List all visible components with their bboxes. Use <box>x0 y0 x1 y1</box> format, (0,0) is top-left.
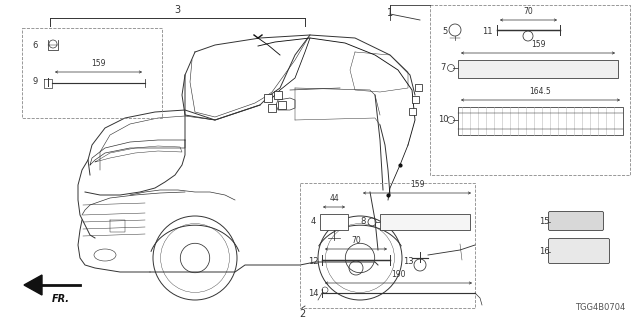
Text: 9: 9 <box>33 77 38 86</box>
Bar <box>268 104 276 112</box>
Bar <box>22 28 162 118</box>
Text: 44: 44 <box>329 194 339 203</box>
Bar <box>458 60 618 78</box>
Text: 159: 159 <box>531 40 545 49</box>
Text: 164.5: 164.5 <box>530 87 552 96</box>
Text: 10: 10 <box>438 116 448 124</box>
Text: TGG4B0704: TGG4B0704 <box>575 303 625 312</box>
Text: 8: 8 <box>360 218 365 227</box>
Text: 15: 15 <box>539 218 549 227</box>
Text: 159: 159 <box>92 59 106 68</box>
FancyBboxPatch shape <box>548 238 609 263</box>
Bar <box>380 214 470 230</box>
Text: 12: 12 <box>308 258 318 267</box>
Bar <box>458 107 623 135</box>
Text: 4: 4 <box>310 218 316 227</box>
Text: 16: 16 <box>539 247 549 257</box>
Text: 1: 1 <box>387 8 393 18</box>
Text: 3: 3 <box>175 5 180 15</box>
Bar <box>412 96 419 103</box>
Bar <box>430 5 630 175</box>
Text: 6: 6 <box>32 41 38 50</box>
Text: 70: 70 <box>524 7 533 16</box>
Bar <box>264 94 272 102</box>
Polygon shape <box>24 275 42 295</box>
Bar <box>320 214 348 230</box>
Text: 13: 13 <box>403 258 413 267</box>
Text: 11: 11 <box>482 28 492 36</box>
Bar <box>415 84 422 91</box>
Text: 70: 70 <box>351 236 361 245</box>
Bar <box>409 108 416 115</box>
Text: 2: 2 <box>299 309 305 319</box>
Bar <box>278 101 286 109</box>
Text: 7: 7 <box>440 63 445 73</box>
FancyBboxPatch shape <box>548 212 604 230</box>
Text: 5: 5 <box>442 28 447 36</box>
Bar <box>274 91 282 99</box>
Text: 190: 190 <box>391 270 406 279</box>
Text: FR.: FR. <box>52 294 70 304</box>
Text: 14: 14 <box>308 289 318 298</box>
Bar <box>300 183 475 308</box>
Text: 159: 159 <box>410 180 424 189</box>
